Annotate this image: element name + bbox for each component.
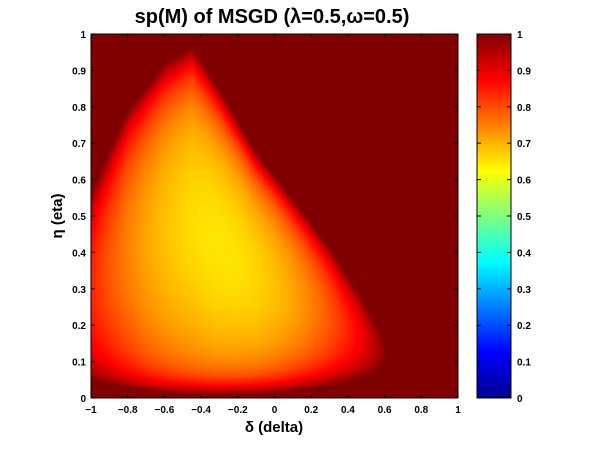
colorbar-tick-label: 0 [517, 394, 523, 405]
colorbar: 0 0.1 0.2 0.3 0.4 0.5 0.6 0.7 0.8 0.9 1 [476, 30, 531, 405]
y-axis-label: η (eta) [49, 193, 66, 238]
y-tick-label: 0 [80, 394, 86, 405]
colorbar-tick-label: 0.6 [517, 176, 531, 187]
x-tick-label: 0.6 [378, 405, 392, 416]
x-tick-label: −0.6 [155, 405, 175, 416]
colorbar-tick-label: 0.9 [517, 66, 531, 77]
x-tick-label: −0.2 [228, 405, 248, 416]
y-tick-label: 0.8 [72, 103, 86, 114]
x-tick-label: −0.8 [118, 405, 138, 416]
x-tick-label: −0.4 [191, 405, 211, 416]
x-axis-ticks: −1 −0.8 −0.6 −0.4 −0.2 0 0.2 0.4 0.6 0.8 1 [85, 34, 461, 416]
x-tick-label: 0.8 [414, 405, 428, 416]
x-tick-label: 0.4 [341, 405, 355, 416]
colorbar-tick-label: 0.8 [517, 103, 531, 114]
colorbar-tick-label: 0.1 [517, 358, 531, 369]
colorbar-tick-label: 0.5 [517, 212, 531, 223]
y-tick-label: 0.7 [72, 139, 86, 150]
x-tick-label: 0 [272, 405, 278, 416]
colorbar-tick-label: 0.2 [517, 321, 531, 332]
colorbar-tick-label: 0.4 [517, 248, 531, 259]
y-tick-label: 0.6 [72, 176, 86, 187]
x-tick-label: 0.2 [304, 405, 318, 416]
y-tick-label: 0.3 [72, 285, 86, 296]
y-tick-label: 0.9 [72, 66, 86, 77]
colorbar-tick-label: 0.7 [517, 139, 531, 150]
colorbar-tick-label: 1 [517, 30, 523, 41]
y-tick-label: 0.1 [72, 358, 86, 369]
y-tick-label: 0.4 [72, 248, 86, 259]
y-axis-ticks: 0 0.1 0.2 0.3 0.4 0.5 0.6 0.7 0.8 0.9 1 [72, 30, 458, 405]
x-tick-label: 1 [455, 405, 461, 416]
y-tick-label: 0.2 [72, 321, 86, 332]
x-axis-label: δ (delta) [245, 419, 303, 436]
colorbar-tick-label: 0.3 [517, 285, 531, 296]
colorbar-ticks: 0 0.1 0.2 0.3 0.4 0.5 0.6 0.7 0.8 0.9 1 [477, 30, 531, 405]
y-tick-label: 0.5 [72, 212, 86, 223]
y-tick-label: 1 [80, 30, 86, 41]
colorbar-gradient [476, 33, 512, 399]
x-tick-label: −1 [85, 405, 97, 416]
plot-area [90, 33, 459, 399]
chart-title: sp(M) of MSGD (λ=0.5,ω=0.5) [135, 6, 410, 28]
heatmap-surface [91, 34, 458, 398]
